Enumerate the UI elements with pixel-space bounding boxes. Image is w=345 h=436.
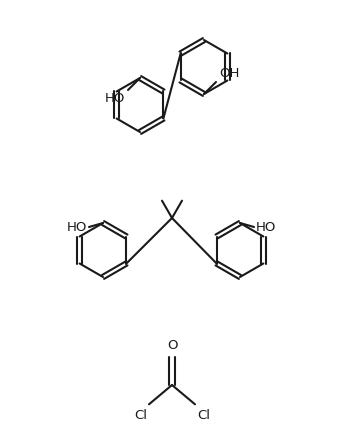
Text: Cl: Cl (134, 409, 147, 422)
Text: O: O (167, 339, 177, 352)
Text: HO: HO (67, 221, 87, 234)
Text: HO: HO (105, 92, 125, 105)
Text: Cl: Cl (197, 409, 210, 422)
Text: OH: OH (219, 67, 239, 80)
Text: HO: HO (256, 221, 276, 234)
